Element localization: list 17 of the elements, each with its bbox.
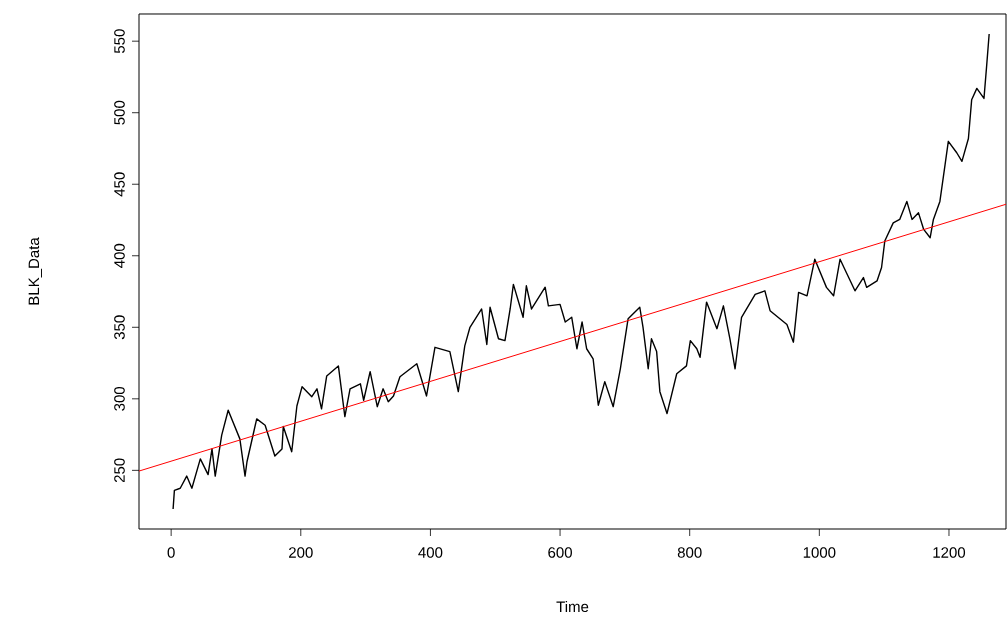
x-tick-label: 800 [677,547,702,558]
x-tick-label: 1000 [803,547,836,558]
x-tick-label: 200 [289,547,313,558]
y-tick-label: 550 [114,29,125,54]
x-tick-label: 600 [548,547,572,558]
x-tick-label: 1200 [933,547,966,558]
y-tick-label: 250 [114,458,125,483]
y-tick-label: 350 [114,315,125,340]
y-tick-label: 300 [114,386,125,411]
y-tick-label: 450 [114,172,125,197]
line-series [172,33,990,510]
y-tick-label: 500 [114,100,125,125]
y-axis-title: BLK_Data [28,237,42,305]
x-tick-label: 0 [167,547,175,558]
y-tick-label: 400 [114,243,125,268]
x-tick-label: 400 [418,547,443,558]
x-axis-title: Time [556,601,589,613]
